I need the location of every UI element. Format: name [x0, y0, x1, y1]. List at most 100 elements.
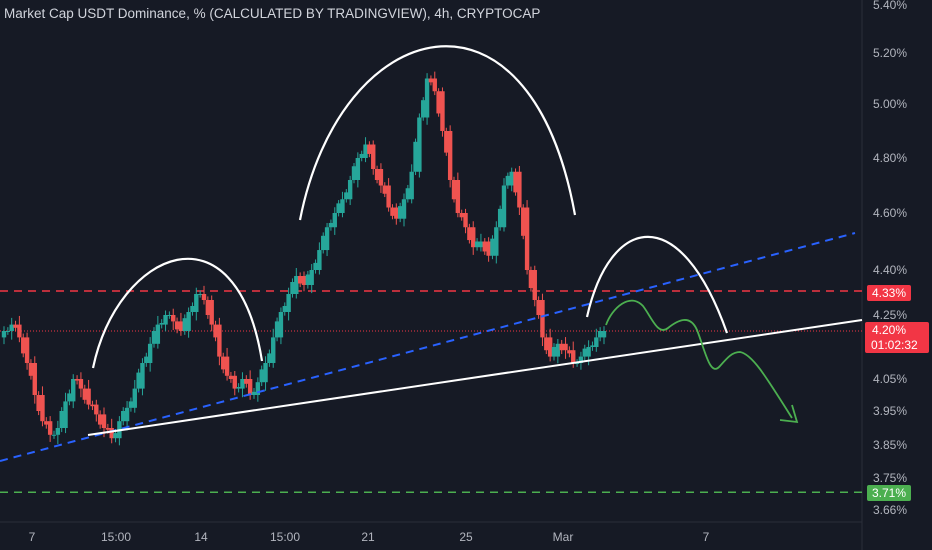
candle-body — [228, 375, 234, 379]
candle-body — [178, 321, 184, 331]
candle-body — [544, 337, 549, 351]
price-tick-label: 4.05% — [873, 372, 907, 386]
candle-body — [194, 294, 199, 312]
candle-body — [417, 117, 422, 172]
candle-body — [436, 91, 441, 114]
candle-body — [63, 401, 68, 428]
price-tick-label: 3.95% — [873, 404, 907, 418]
candle-body — [97, 414, 103, 425]
candle-body — [344, 192, 349, 200]
candle-body — [274, 321, 280, 338]
candle-body — [494, 227, 499, 256]
candle-body — [44, 421, 49, 425]
candle-body — [586, 347, 591, 357]
candle-body — [217, 324, 222, 357]
candle-body — [594, 337, 599, 347]
candle-body — [409, 171, 414, 200]
candle-body — [428, 78, 434, 83]
candle-body — [140, 363, 145, 389]
candle-body — [390, 207, 395, 216]
candle-body — [78, 379, 84, 389]
candle-body — [136, 372, 141, 389]
candle-body — [382, 185, 387, 194]
candle-body — [490, 238, 495, 256]
price-tick-label: 3.75% — [873, 471, 907, 485]
candle-body — [347, 180, 353, 200]
candle-body — [17, 324, 22, 338]
candle-body — [113, 433, 118, 439]
candle-body — [321, 235, 326, 251]
candle-body — [197, 294, 203, 295]
candle-body — [447, 131, 453, 180]
candle-body — [301, 276, 307, 285]
price-tick-label: 3.66% — [873, 503, 907, 517]
candle-body — [313, 262, 318, 270]
candle-body — [94, 404, 99, 415]
candle-body — [359, 153, 364, 158]
candle-body — [182, 318, 187, 331]
candle-body — [478, 241, 484, 248]
candle-body — [386, 185, 391, 208]
candle-body — [328, 222, 334, 228]
candle-body — [32, 363, 37, 395]
projection-arrowhead — [779, 404, 799, 424]
candle-body — [101, 414, 107, 428]
left-shoulder-arc — [91, 257, 264, 369]
candle-body — [144, 356, 149, 363]
support-trend-line — [87, 319, 863, 436]
price-tick-label: 5.20% — [873, 46, 907, 60]
candle-body — [513, 171, 518, 193]
candle-body — [421, 100, 426, 118]
candle-body — [371, 144, 376, 169]
price-tick-label: 4.40% — [873, 263, 907, 277]
candle-body — [267, 353, 272, 363]
time-tick-label: 25 — [459, 530, 473, 544]
candle-body — [324, 227, 330, 251]
candle-body — [540, 300, 545, 338]
candle-body — [405, 188, 411, 200]
candle-body — [486, 241, 491, 256]
time-tick-label: Mar — [553, 530, 574, 544]
candle-body — [251, 391, 257, 395]
time-tick-label: 7 — [703, 530, 710, 544]
price-level-badge — [867, 285, 911, 301]
candle-body — [455, 180, 461, 213]
candle-body — [517, 171, 522, 208]
candle-body — [340, 199, 345, 213]
price-tick-label: 5.00% — [873, 97, 907, 111]
candle-body — [271, 337, 276, 363]
candle-body — [309, 270, 314, 285]
candle-body — [236, 387, 241, 389]
candle-body — [90, 404, 95, 407]
candle-body — [51, 434, 57, 436]
candle-body — [244, 379, 249, 384]
blue-trend-line — [0, 232, 856, 462]
candle-body — [524, 207, 530, 270]
candle-body — [551, 347, 557, 357]
candle-body — [509, 171, 514, 186]
candle-body — [463, 213, 468, 228]
candle-body — [147, 343, 153, 363]
candle-body — [578, 356, 584, 363]
candle-body — [263, 363, 268, 383]
chart-title: Market Cap USDT Dominance, % (CALCULATED… — [4, 6, 541, 21]
candle-body — [574, 363, 580, 364]
candle-body — [105, 428, 111, 430]
candle-body — [1, 331, 7, 338]
price-tick-label: 4.25% — [873, 308, 907, 322]
candle-body — [374, 169, 380, 180]
candle-body — [336, 203, 341, 213]
candle-body — [71, 379, 76, 402]
candle-body — [28, 363, 34, 376]
candle-body — [521, 207, 526, 236]
time-tick-label: 21 — [361, 530, 375, 544]
candle-body — [582, 348, 587, 357]
candle-body — [13, 324, 18, 328]
candles-group — [1, 71, 607, 446]
price-label-text: 4.33% — [872, 286, 906, 300]
candle-body — [82, 388, 87, 400]
candle-body — [240, 379, 245, 389]
time-tick-label: 15:00 — [270, 530, 300, 544]
price-tick-label: 4.60% — [873, 206, 907, 220]
